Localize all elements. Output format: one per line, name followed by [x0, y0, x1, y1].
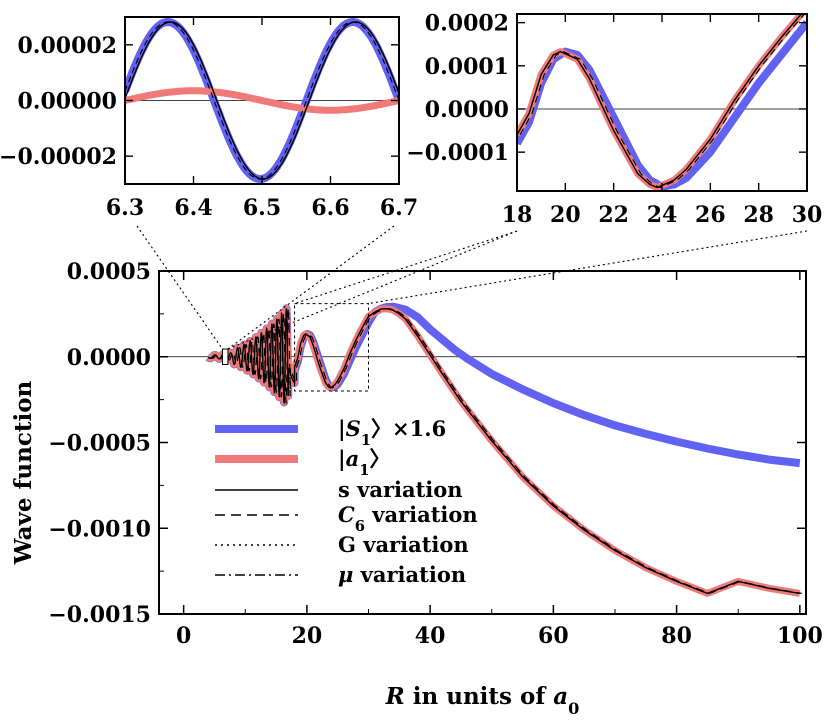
inset-right-x-tick-label: 24 [647, 202, 678, 228]
inset-left-x-tick-label: 6.3 [106, 195, 144, 221]
inset-right-y-tick-label: −0.0001 [406, 140, 509, 166]
inset-right-x-tick-label: 28 [743, 202, 774, 228]
legend-label-a1: |a1〉 [338, 446, 390, 479]
inset-right-x-tick-label: 20 [550, 202, 581, 228]
connector-mid [227, 230, 518, 350]
inset-left-x-tick-label: 6.4 [174, 195, 212, 221]
inset-left-a1-line [125, 87, 399, 114]
x-tick-label: 0 [176, 623, 191, 649]
inset-right-chart: 18 20 22 24 26 28 30 0.0002 0.0001 0.0000 −0.0001 [406, 11, 823, 228]
main-plot-area [204, 302, 802, 597]
inset-left-x-tick-label: 6.7 [380, 195, 418, 221]
y-tick-label: −0.0010 [48, 516, 151, 542]
inset-left-chart: 6.3 6.4 6.5 6.6 6.7 0.00002 0.00000 −0.00002 [0, 16, 418, 221]
legend-label-G: G variation [338, 532, 469, 557]
connector-right-b [368, 230, 808, 305]
zoom-connectors [136, 225, 808, 350]
zoom-box-right [294, 303, 370, 392]
main-frame [158, 270, 807, 615]
x-tick-label: 40 [415, 623, 446, 649]
series-c6-variation-line [209, 308, 802, 595]
inset-right-y-tick-label: 0.0001 [425, 54, 509, 80]
inset-left-y-tick-label: 0.00002 [17, 33, 117, 59]
y-tick-label: 0.0000 [67, 345, 151, 371]
y-tick-label: 0.0005 [67, 259, 151, 285]
connector-left-a [136, 225, 223, 350]
inset-right-c6-line [519, 14, 806, 189]
inset-right-x-tick-label: 30 [792, 202, 823, 228]
inset-right-a1-line [517, 14, 807, 191]
x-tick-label: 100 [777, 623, 823, 649]
connector-left-b [227, 225, 395, 350]
inset-left-x-tick-label: 6.6 [311, 195, 349, 221]
inset-right-y-tick-label: 0.0002 [425, 11, 509, 37]
inset-right-y-tick-label: 0.0000 [425, 97, 509, 123]
x-tick-label: 20 [292, 623, 323, 649]
legend-label-mu: μ variation [338, 562, 466, 587]
inset-right-x-tick-label: 18 [502, 202, 533, 228]
inset-right-s-variation-line [517, 14, 803, 189]
x-tick-label: 80 [661, 623, 692, 649]
x-tick-label: 60 [538, 623, 569, 649]
connector-right-a [294, 230, 518, 305]
y-tick-label: −0.0005 [48, 431, 151, 457]
legend-label-S1: |S1〉×1.6 [338, 416, 446, 449]
y-axis-label: Wave function [10, 380, 37, 565]
inset-left-y-tick-label: −0.00002 [0, 144, 117, 170]
inset-right-x-tick-label: 22 [598, 202, 629, 228]
inset-left-x-tick-label: 6.5 [243, 195, 281, 221]
y-tick-label: −0.0015 [48, 602, 151, 628]
inset-right-plot [517, 14, 807, 191]
main-chart: 0 20 40 60 80 100 0.0005 0.0000 −0.0005 −0.0010 −0… [10, 259, 823, 718]
inset-right-frame [516, 13, 808, 192]
inset-right-x-tick-label: 26 [695, 202, 726, 228]
legend-label-s: s variation [338, 477, 463, 502]
inset-left-y-tick-label: 0.00000 [17, 89, 117, 115]
zoom-box-left [221, 348, 229, 365]
inset-right-s1-line [517, 20, 807, 191]
x-axis-label: R in units of a0 [385, 683, 580, 718]
legend-label-C6: C6 variation [338, 502, 478, 535]
